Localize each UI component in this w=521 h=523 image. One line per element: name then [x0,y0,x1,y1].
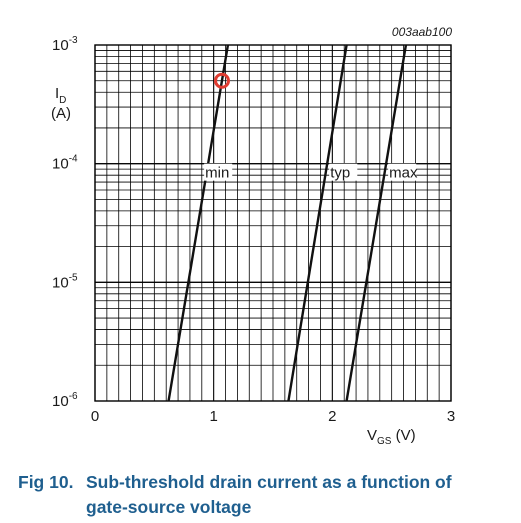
caption-line-2: gate-source voltage [86,497,252,517]
figure-id: 003aab100 [392,25,452,39]
series-label-bg [388,163,417,181]
y-tick-label: 10-4 [52,154,78,173]
y-tick-label: 10-5 [52,272,78,291]
figure-caption: Fig 10. Sub-threshold drain current as a … [18,470,513,520]
series-label-min: min [205,165,229,182]
y-axis-label: ID [55,85,66,106]
chart-curves [167,44,408,402]
series-label-bg [204,163,233,181]
caption-line-1: Sub-threshold drain current as a functio… [86,472,452,492]
highlight-marker [213,72,230,89]
x-axis-label: VGS (V) [367,427,416,447]
series-label-typ: typ [330,165,350,182]
series-line-typ [287,44,348,402]
subthreshold-chart: min typ max 0 1 2 3 10-6 10-5 10-4 10-3 ID(A) VGS (V… [51,25,455,447]
plot-frame [94,44,452,402]
caption-number: Fig 10. [18,472,74,492]
series-label-bg [329,163,358,181]
y-axis-unit: (A) [51,105,71,122]
chart-labels: min typ max 0 1 2 3 10-6 10-5 10-4 10-3 ID(A) VGS (V… [51,25,455,447]
x-tick-label: 1 [209,408,217,425]
y-tick-label: 10-6 [52,391,78,410]
x-tick-label: 2 [328,408,336,425]
series-line-min [167,44,230,402]
y-tick-label: 10-3 [52,35,78,54]
x-tick-label: 0 [91,408,99,425]
series-label-max: max [389,165,418,182]
series-line-max [345,44,408,402]
x-tick-label: 3 [447,408,455,425]
